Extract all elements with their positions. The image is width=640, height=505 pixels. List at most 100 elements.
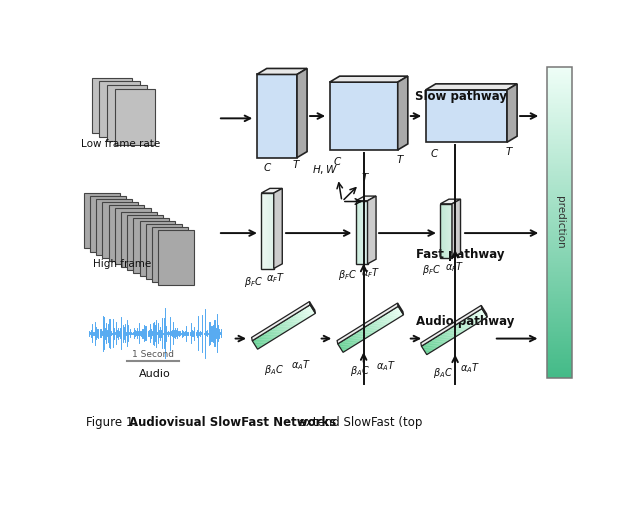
Polygon shape (478, 311, 484, 320)
Polygon shape (309, 305, 316, 314)
Polygon shape (255, 339, 260, 348)
Polygon shape (436, 336, 443, 345)
Polygon shape (440, 199, 461, 204)
Text: $\beta_A C$: $\beta_A C$ (349, 364, 370, 378)
Polygon shape (458, 323, 464, 332)
Polygon shape (330, 82, 397, 150)
Polygon shape (467, 318, 473, 327)
Text: $T$: $T$ (505, 145, 514, 157)
Polygon shape (447, 330, 453, 339)
Bar (547, 67, 572, 378)
Polygon shape (470, 316, 476, 325)
Polygon shape (346, 339, 351, 347)
Polygon shape (362, 328, 368, 337)
Text: Audio: Audio (140, 369, 171, 379)
Polygon shape (348, 337, 354, 346)
Polygon shape (92, 78, 132, 133)
Text: $\alpha_F T$: $\alpha_F T$ (361, 266, 380, 280)
Text: $C$: $C$ (367, 195, 376, 208)
Polygon shape (280, 323, 287, 332)
Polygon shape (368, 325, 374, 334)
Polygon shape (263, 333, 269, 342)
Polygon shape (107, 85, 147, 141)
Polygon shape (342, 341, 348, 350)
Polygon shape (452, 199, 461, 258)
Polygon shape (350, 336, 356, 345)
Polygon shape (281, 322, 287, 331)
Polygon shape (460, 322, 466, 331)
Polygon shape (262, 334, 268, 343)
Polygon shape (259, 336, 265, 345)
Polygon shape (383, 315, 389, 324)
Polygon shape (278, 324, 284, 333)
Polygon shape (348, 337, 355, 346)
Polygon shape (269, 329, 276, 338)
Polygon shape (429, 340, 436, 349)
Polygon shape (445, 331, 451, 340)
Polygon shape (298, 312, 305, 321)
Polygon shape (474, 313, 481, 322)
Polygon shape (291, 317, 296, 325)
Text: Audiovisual SlowFast Networks: Audiovisual SlowFast Networks (129, 416, 336, 429)
Polygon shape (426, 84, 517, 90)
Polygon shape (146, 224, 182, 279)
Polygon shape (256, 338, 262, 347)
Polygon shape (290, 317, 296, 326)
Polygon shape (473, 314, 479, 323)
Polygon shape (365, 326, 372, 335)
Text: $\alpha_F T$: $\alpha_F T$ (445, 260, 465, 274)
Polygon shape (374, 321, 380, 330)
Polygon shape (285, 320, 291, 329)
Polygon shape (395, 308, 401, 317)
Polygon shape (431, 340, 436, 349)
Polygon shape (307, 306, 313, 315)
Polygon shape (268, 330, 274, 339)
Polygon shape (273, 327, 279, 336)
Text: $\beta_A C$: $\beta_A C$ (264, 363, 284, 377)
Text: $C$: $C$ (263, 161, 272, 173)
Polygon shape (346, 338, 352, 347)
Polygon shape (468, 317, 474, 326)
Polygon shape (372, 322, 379, 331)
Polygon shape (460, 322, 465, 331)
Polygon shape (282, 322, 288, 331)
Polygon shape (158, 230, 194, 285)
Polygon shape (361, 329, 367, 338)
Polygon shape (275, 326, 282, 335)
Polygon shape (294, 315, 300, 324)
Polygon shape (477, 311, 483, 320)
Polygon shape (433, 338, 440, 347)
Polygon shape (303, 309, 310, 317)
Polygon shape (364, 327, 371, 336)
Polygon shape (355, 333, 361, 341)
Polygon shape (397, 303, 404, 315)
Polygon shape (426, 343, 432, 352)
Text: $\alpha_A T$: $\alpha_A T$ (376, 360, 396, 373)
Polygon shape (300, 311, 306, 320)
Polygon shape (257, 337, 263, 346)
Polygon shape (376, 320, 381, 329)
Polygon shape (273, 328, 278, 337)
Polygon shape (339, 343, 344, 352)
Polygon shape (284, 321, 289, 330)
Polygon shape (456, 324, 462, 333)
Polygon shape (292, 315, 299, 324)
Polygon shape (351, 335, 356, 344)
Polygon shape (352, 334, 358, 343)
Polygon shape (367, 325, 373, 334)
Polygon shape (441, 333, 447, 342)
Polygon shape (289, 317, 295, 326)
Polygon shape (477, 312, 483, 320)
Polygon shape (344, 340, 350, 348)
Polygon shape (356, 332, 362, 341)
Polygon shape (397, 76, 408, 150)
Text: $T$: $T$ (360, 171, 369, 183)
Polygon shape (422, 345, 428, 354)
Polygon shape (423, 345, 429, 354)
Polygon shape (458, 323, 465, 332)
Polygon shape (274, 188, 282, 269)
Polygon shape (369, 324, 375, 333)
Polygon shape (355, 333, 360, 342)
Polygon shape (376, 320, 382, 328)
Polygon shape (298, 312, 304, 321)
